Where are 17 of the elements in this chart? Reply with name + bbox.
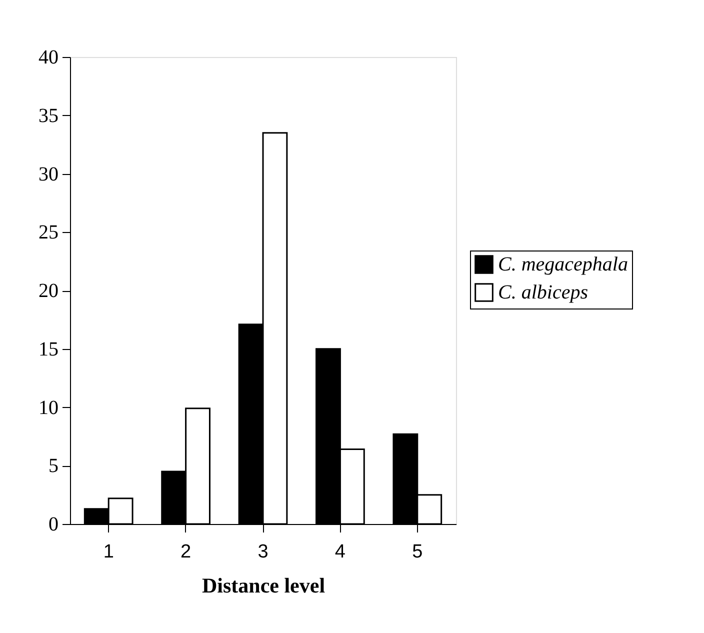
x-tick-label: 1: [103, 542, 114, 562]
y-tick-label: 20: [38, 280, 58, 302]
y-tick-label: 35: [38, 104, 58, 127]
x-tick-label: 5: [412, 542, 423, 562]
legend-label: C. albiceps: [498, 282, 588, 304]
legend-label: C. megacephala: [498, 254, 628, 276]
y-tick-label: 40: [38, 46, 58, 68]
y-tick-label: 15: [38, 338, 58, 360]
y-tick-label: 5: [48, 455, 58, 478]
x-tick-label: 3: [258, 542, 268, 562]
x-tick-label: 4: [334, 542, 346, 562]
x-axis-title: Distance level: [202, 574, 326, 598]
y-tick-label: 25: [38, 222, 58, 244]
x-tick-label: 2: [180, 542, 192, 562]
y-tick-label: 0: [48, 514, 58, 536]
y-tick-label: 30: [38, 163, 58, 186]
y-tick-label: 10: [38, 396, 58, 419]
